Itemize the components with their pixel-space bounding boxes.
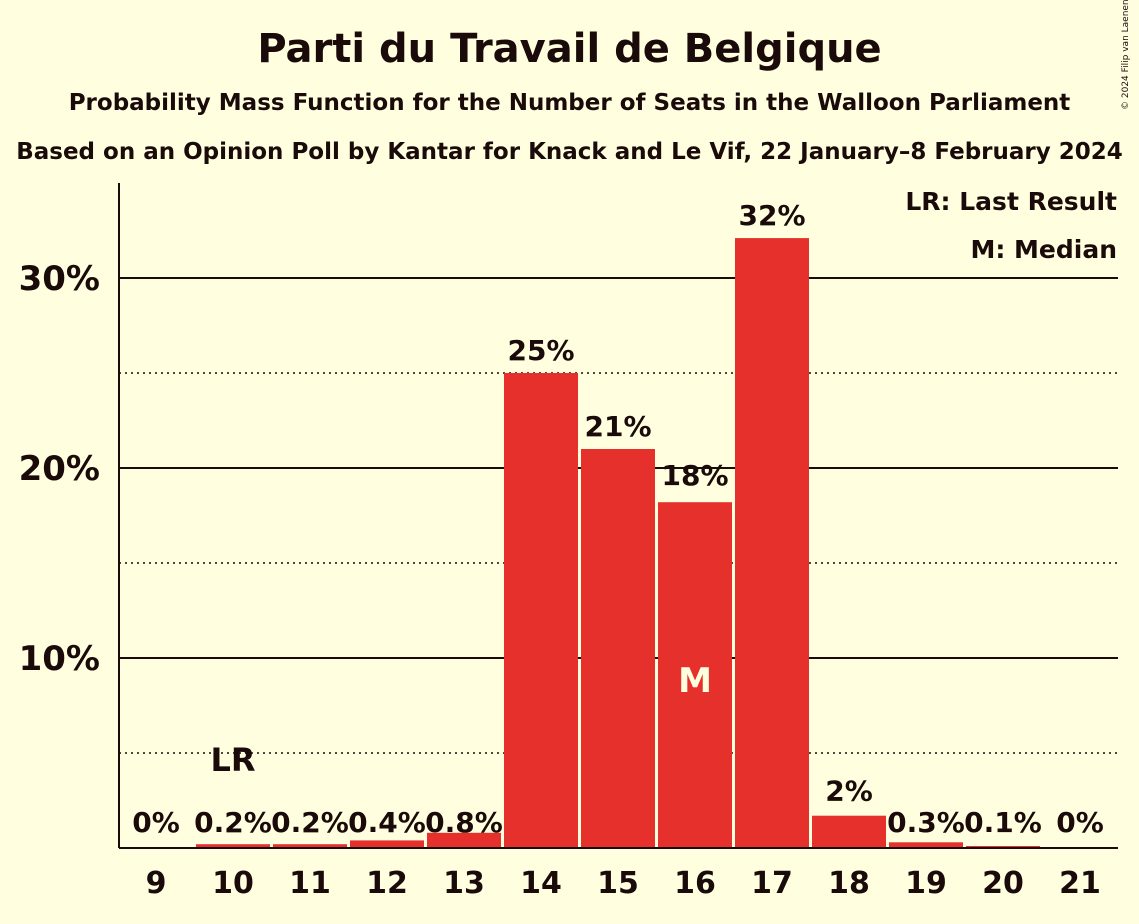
x-tick-label-19: 19 xyxy=(905,866,947,901)
bar-12 xyxy=(350,840,424,848)
y-tick-label: 20% xyxy=(19,449,100,489)
value-label-13: 0.8% xyxy=(425,806,503,839)
value-labels: 0% 0.2% 0.2% 0.4% 0.8%25%21%18%32%2%0.3% 0.1%… xyxy=(132,199,1104,839)
legend: LR: Last Result M: Median xyxy=(905,187,1117,264)
legend-entry: LR: Last Result xyxy=(905,187,1117,216)
value-label-14: 25% xyxy=(507,334,574,367)
legend-entry: M: Median xyxy=(970,235,1117,264)
x-tick-label-16: 16 xyxy=(674,866,716,901)
bar-17 xyxy=(735,238,809,849)
value-label-19: 0.3% xyxy=(887,806,965,839)
x-tick-label-11: 11 xyxy=(289,866,331,901)
value-label-21: 0% xyxy=(1056,806,1104,839)
value-label-9: 0% xyxy=(132,806,180,839)
x-tick-label-9: 9 xyxy=(146,866,167,901)
bar-15 xyxy=(581,449,655,848)
median-marker: M xyxy=(678,661,712,701)
x-tick-label-21: 21 xyxy=(1059,866,1101,901)
bar-19 xyxy=(889,842,963,848)
value-label-11: 0.2% xyxy=(271,806,349,839)
chart-subtitle: Probability Mass Function for the Number… xyxy=(68,90,1071,116)
x-tick-label-12: 12 xyxy=(366,866,408,901)
bar-11 xyxy=(273,844,347,848)
value-label-15: 21% xyxy=(584,410,651,443)
x-tick-label-18: 18 xyxy=(828,866,870,901)
last-result-marker: LR xyxy=(210,741,255,779)
bars xyxy=(196,238,1040,849)
x-tick-label-10: 10 xyxy=(212,866,254,901)
chart-title: Parti du Travail de Belgique xyxy=(257,26,882,72)
bar-18 xyxy=(812,815,886,848)
y-tick-label: 10% xyxy=(19,639,100,679)
bar-16 xyxy=(658,502,732,848)
value-label-18: 2% xyxy=(825,775,873,808)
value-label-16: 18% xyxy=(661,459,728,492)
x-tick-label-14: 14 xyxy=(520,866,562,901)
bar-10 xyxy=(196,844,270,848)
bar-14 xyxy=(504,373,578,848)
value-label-12: 0.4% xyxy=(348,806,426,839)
value-label-17: 32% xyxy=(738,199,805,232)
x-tick-label-20: 20 xyxy=(982,866,1024,901)
x-tick-label-15: 15 xyxy=(597,866,639,901)
value-label-10: 0.2% xyxy=(194,806,272,839)
x-tick-label-13: 13 xyxy=(443,866,485,901)
x-tick-label-17: 17 xyxy=(751,866,793,901)
bar-13 xyxy=(427,832,501,848)
value-label-20: 0.1% xyxy=(964,806,1042,839)
axes: 10% 20% 30% 9 10 11 12 13 14 15 16 17 18 19 20 21 xyxy=(19,183,1118,901)
y-tick-label: 30% xyxy=(19,259,100,299)
chart-subtitle-2: Based on an Opinion Poll by Kantar for K… xyxy=(16,139,1123,165)
